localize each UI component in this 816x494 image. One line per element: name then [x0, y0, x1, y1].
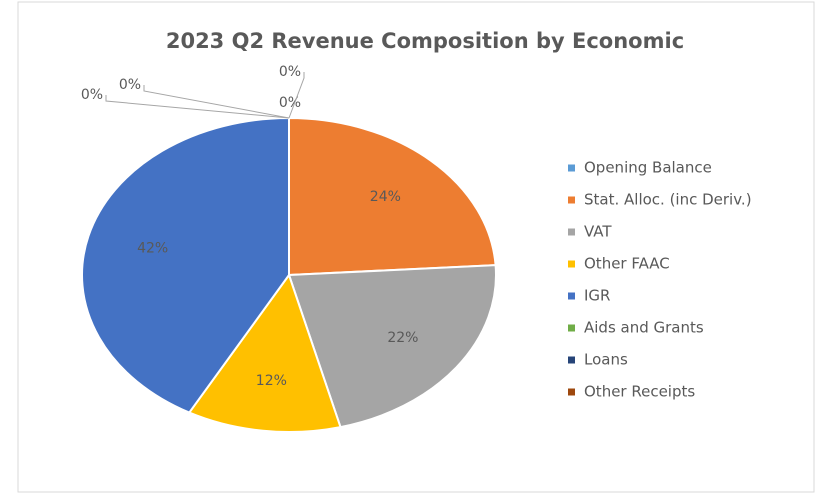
- data-label: 0%: [279, 64, 301, 80]
- data-label: 0%: [119, 77, 141, 93]
- legend-label: Aids and Grants: [584, 319, 704, 337]
- leader-line: [105, 95, 290, 119]
- data-label: 42%: [137, 240, 168, 256]
- legend-swatch: [568, 324, 575, 332]
- pie-slice: [288, 116, 497, 277]
- pie-slice: [81, 116, 290, 414]
- legend-swatch: [568, 228, 575, 236]
- legend-label: Other Receipts: [584, 383, 695, 401]
- data-label: 24%: [370, 189, 401, 205]
- legend-swatch: [568, 196, 575, 204]
- pie-slice: [287, 264, 497, 429]
- legend-label: VAT: [584, 223, 612, 241]
- chart-title: 2023 Q2 Revenue Composition by Economic: [166, 29, 684, 53]
- data-label: 0%: [279, 95, 301, 111]
- legend-swatch: [568, 260, 575, 268]
- legend-swatch: [568, 356, 575, 364]
- legend-swatch: [568, 292, 575, 300]
- data-label: 22%: [387, 330, 418, 346]
- leader-line: [288, 72, 305, 119]
- pie-slice: [187, 272, 342, 433]
- data-label: 0%: [81, 87, 103, 103]
- legend-label: Opening Balance: [584, 159, 712, 177]
- legend-swatch: [568, 164, 575, 172]
- leader-line: [143, 85, 290, 119]
- legend-swatch: [568, 388, 575, 396]
- data-label: 12%: [256, 373, 287, 389]
- legend-label: Stat. Alloc. (inc Deriv.): [584, 191, 752, 209]
- legend-label: IGR: [584, 287, 610, 305]
- legend-label: Loans: [584, 351, 628, 369]
- legend-label: Other FAAC: [584, 255, 670, 273]
